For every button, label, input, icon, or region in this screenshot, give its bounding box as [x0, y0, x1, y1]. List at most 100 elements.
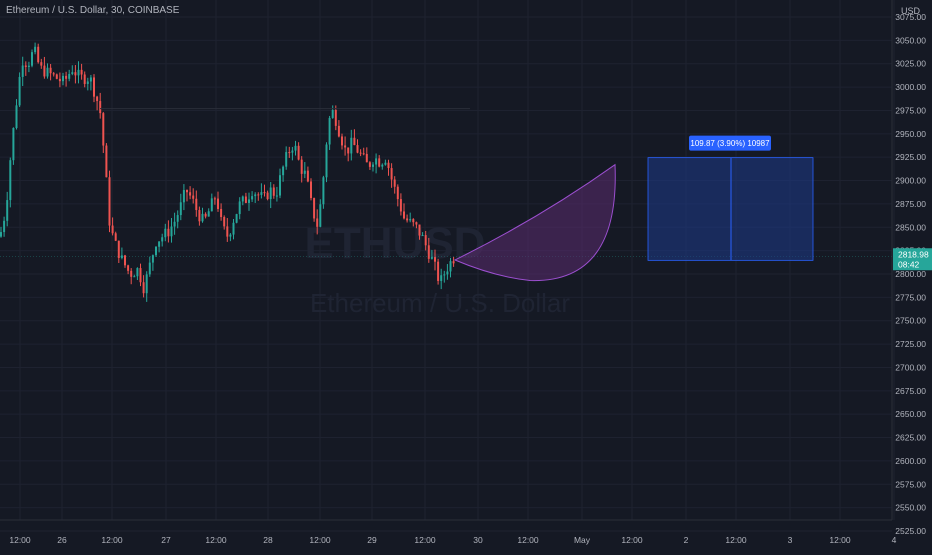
y-tick-label: 2900.00	[895, 176, 926, 186]
candle-body	[294, 145, 297, 151]
watermark-name: Ethereum / U.S. Dollar	[310, 288, 570, 318]
candle-body	[220, 208, 223, 218]
candle-body	[158, 241, 161, 247]
x-tick-label: 28	[263, 535, 273, 545]
candle-body	[105, 145, 108, 178]
candle-body	[353, 137, 356, 146]
candle-body	[179, 202, 182, 216]
candle-body	[148, 262, 151, 275]
candle-body	[114, 233, 117, 241]
x-tick-label: 12:00	[517, 535, 539, 545]
candle-body	[313, 198, 316, 219]
x-tick-label: 12:00	[725, 535, 747, 545]
y-tick-label: 2525.00	[895, 526, 926, 536]
y-tick-label: 2750.00	[895, 316, 926, 326]
candle-body	[412, 219, 415, 223]
candle-body	[198, 210, 201, 222]
candle-body	[93, 77, 95, 97]
candle-body	[449, 261, 452, 272]
candle-body	[434, 257, 436, 262]
x-tick-label: 4	[892, 535, 897, 545]
candle-body	[210, 198, 213, 212]
x-tick-label: 2	[684, 535, 689, 545]
candle-body	[111, 225, 114, 234]
candle-body	[151, 255, 154, 263]
current-price-badge	[893, 248, 932, 271]
candle-body	[167, 228, 170, 237]
candle-body	[65, 75, 68, 79]
candle-body	[319, 204, 322, 227]
candle-body	[409, 219, 412, 221]
candle-body	[124, 255, 126, 266]
candle-body	[248, 199, 250, 203]
candle-body	[83, 74, 86, 84]
candle-body	[229, 234, 232, 237]
candle-body	[378, 158, 381, 167]
candle-body	[40, 62, 43, 66]
candle-body	[375, 158, 378, 165]
candle-body	[421, 235, 424, 237]
candle-body	[328, 117, 331, 145]
candle-body	[108, 177, 111, 226]
candle-body	[372, 164, 374, 167]
y-tick-label: 2725.00	[895, 339, 926, 349]
candle-body	[226, 226, 229, 237]
candle-body	[0, 232, 2, 237]
candle-body	[21, 65, 24, 77]
candle-body	[285, 152, 288, 167]
candle-body	[291, 150, 294, 153]
x-tick-label: 12:00	[309, 535, 331, 545]
candle-body	[415, 222, 418, 225]
candle-body	[254, 194, 257, 197]
x-tick-label: 30	[473, 535, 483, 545]
candle-body	[155, 246, 157, 256]
x-tick-label: 12:00	[621, 535, 643, 545]
x-tick-label: 29	[367, 535, 377, 545]
candle-body	[344, 145, 347, 148]
candle-body	[130, 270, 133, 277]
candle-body	[272, 187, 275, 196]
candle-body	[316, 218, 319, 227]
candle-body	[331, 109, 334, 118]
candle-body	[359, 152, 362, 154]
candle-body	[452, 261, 455, 264]
candle-body	[399, 199, 402, 212]
candle-body	[145, 274, 148, 294]
candle-body	[244, 196, 247, 203]
candle-body	[275, 195, 278, 197]
candle-body	[396, 186, 399, 200]
y-tick-label: 2950.00	[895, 129, 926, 139]
candle-body	[15, 105, 18, 129]
candle-body	[173, 221, 176, 227]
candle-body	[260, 192, 263, 195]
candle-body	[96, 96, 99, 102]
curve-drawing[interactable]	[453, 163, 616, 282]
candle-body	[120, 255, 123, 258]
candle-body	[213, 198, 216, 200]
candle-body	[322, 177, 325, 205]
candle-body	[77, 69, 80, 76]
measure-label: 109.87 (3.90%) 10987	[690, 139, 770, 148]
candle-body	[74, 72, 77, 76]
y-tick-label: 2675.00	[895, 386, 926, 396]
candle-body	[217, 198, 219, 209]
candle-body	[334, 109, 337, 126]
candle-body	[34, 46, 37, 53]
candle-body	[387, 162, 390, 169]
candle-body	[9, 160, 12, 201]
candle-body	[365, 153, 368, 163]
candle-body	[384, 162, 387, 165]
candle-body	[440, 275, 443, 281]
x-tick-label: 12:00	[414, 535, 436, 545]
candle-body	[403, 211, 405, 219]
candle-body	[437, 261, 440, 281]
candle-body	[446, 271, 449, 275]
candle-body	[142, 282, 145, 294]
candle-body	[201, 213, 204, 222]
candle-body	[195, 198, 198, 211]
candle-body	[43, 65, 46, 77]
candle-body	[133, 276, 136, 278]
y-tick-label: 2650.00	[895, 409, 926, 419]
